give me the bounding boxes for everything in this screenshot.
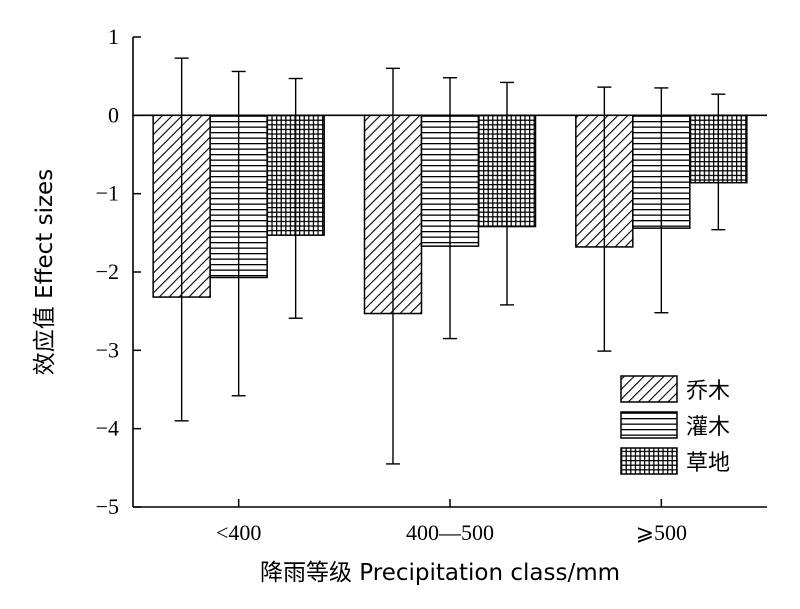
y-tick-label: −3 bbox=[96, 337, 119, 362]
x-tick-label: 400—500 bbox=[406, 520, 494, 545]
y-tick-label: −5 bbox=[96, 494, 119, 519]
x-ticks: <400 400—500 ⩾500 bbox=[216, 499, 687, 545]
y-tick-label: −2 bbox=[96, 259, 119, 284]
legend-label: 草地 bbox=[686, 451, 730, 476]
y-axis-title: 效应值 Effect sizes bbox=[32, 169, 58, 375]
legend-label: 灌木 bbox=[686, 415, 730, 440]
x-tick-label: ⩾500 bbox=[636, 520, 687, 545]
y-tick-label: −4 bbox=[96, 416, 119, 441]
legend-swatch-diagonal bbox=[620, 375, 678, 403]
x-axis-title: 降雨等级 Precipitation class/mm bbox=[260, 560, 620, 586]
error-bars bbox=[174, 57, 726, 465]
x-tick-label: <400 bbox=[216, 520, 261, 545]
legend-swatch-grid bbox=[620, 447, 678, 475]
legend-swatch-horizontal bbox=[620, 411, 678, 439]
y-tick-label: 0 bbox=[108, 102, 119, 127]
y-tick-label: −1 bbox=[96, 181, 119, 206]
y-tick-label: 1 bbox=[108, 24, 119, 49]
y-ticks: 1 0 −1 −2 −3 −4 −5 bbox=[96, 24, 141, 519]
legend-label: 乔木 bbox=[686, 379, 730, 404]
